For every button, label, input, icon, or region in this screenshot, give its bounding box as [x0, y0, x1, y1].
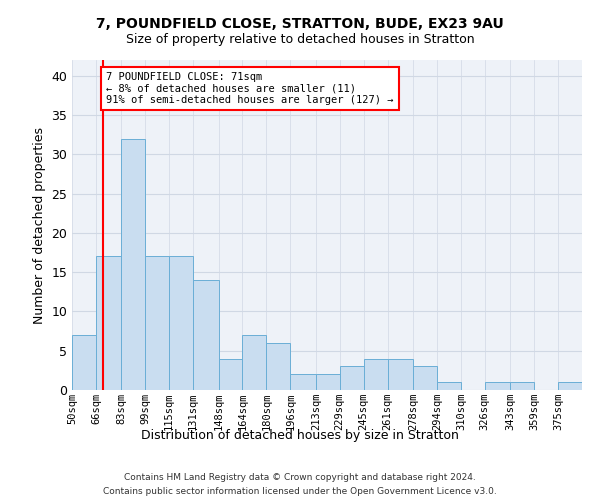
Bar [485, 382, 510, 390]
Bar [558, 382, 582, 390]
Text: Size of property relative to detached houses in Stratton: Size of property relative to detached ho… [125, 32, 475, 46]
Bar [510, 382, 534, 390]
Bar [242, 335, 266, 390]
Bar [96, 256, 121, 390]
Bar [169, 256, 193, 390]
Bar [413, 366, 437, 390]
Bar [364, 358, 388, 390]
Text: Contains public sector information licensed under the Open Government Licence v3: Contains public sector information licen… [103, 486, 497, 496]
Y-axis label: Number of detached properties: Number of detached properties [33, 126, 46, 324]
Text: Contains HM Land Registry data © Crown copyright and database right 2024.: Contains HM Land Registry data © Crown c… [124, 473, 476, 482]
Bar [388, 358, 413, 390]
Bar [72, 335, 96, 390]
Bar [145, 256, 169, 390]
Bar [340, 366, 364, 390]
Bar [437, 382, 461, 390]
Text: 7 POUNDFIELD CLOSE: 71sqm
← 8% of detached houses are smaller (11)
91% of semi-d: 7 POUNDFIELD CLOSE: 71sqm ← 8% of detach… [106, 72, 394, 105]
Bar [290, 374, 316, 390]
Bar [121, 138, 145, 390]
Text: 7, POUNDFIELD CLOSE, STRATTON, BUDE, EX23 9AU: 7, POUNDFIELD CLOSE, STRATTON, BUDE, EX2… [96, 18, 504, 32]
Bar [316, 374, 340, 390]
Bar [266, 343, 290, 390]
Bar [218, 358, 242, 390]
Bar [193, 280, 218, 390]
Text: Distribution of detached houses by size in Stratton: Distribution of detached houses by size … [141, 428, 459, 442]
